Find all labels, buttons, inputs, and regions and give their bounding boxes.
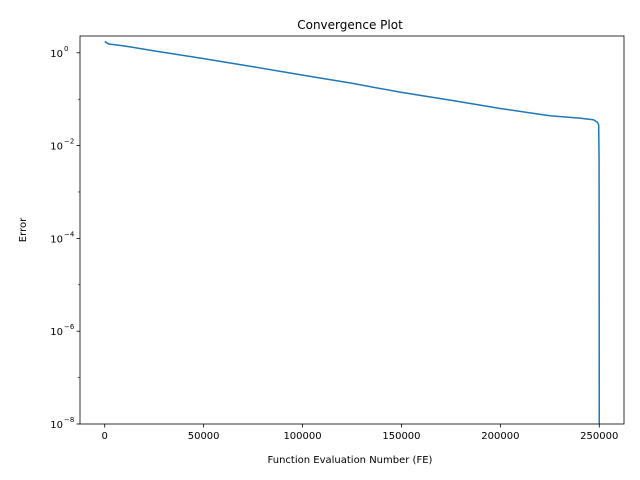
y-tick-label: 10 — [50, 327, 63, 338]
y-tick-exponent: 0 — [64, 45, 68, 53]
plot-area — [104, 40, 601, 425]
x-tick-label: 250000 — [580, 431, 618, 442]
y-tick-label: 10 — [50, 420, 63, 431]
plot-frame — [79, 35, 625, 425]
y-axis-label: Error — [18, 217, 29, 242]
y-tick-exponent: −4 — [64, 230, 75, 238]
x-axis-label: Function Evaluation Number (FE) — [268, 455, 433, 466]
x-tick-label: 0 — [102, 431, 108, 442]
x-axis: 0 50000 100000 150000 200000 250000 — [102, 424, 618, 442]
series-line-0 — [104, 40, 601, 425]
y-tick-label: 10 — [50, 234, 63, 245]
chart-title: Convergence Plot — [297, 18, 403, 32]
y-tick-label: 10 — [50, 49, 63, 60]
y-tick-exponent: −6 — [64, 323, 75, 331]
y-tick-exponent: −8 — [64, 416, 74, 424]
x-tick-label: 100000 — [283, 431, 321, 442]
x-tick-label: 200000 — [481, 431, 519, 442]
x-tick-label: 150000 — [382, 431, 420, 442]
y-tick-label: 10 — [50, 142, 63, 153]
x-tick-label: 50000 — [188, 431, 220, 442]
y-tick-exponent: −2 — [64, 138, 74, 146]
